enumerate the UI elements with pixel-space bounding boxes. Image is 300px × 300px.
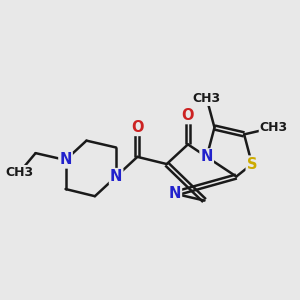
Text: CH3: CH3 [5,166,33,179]
Text: O: O [131,120,144,135]
Text: N: N [110,169,122,184]
Text: CH3: CH3 [260,121,288,134]
Text: O: O [182,108,194,123]
Text: N: N [200,149,213,164]
Text: N: N [59,152,72,167]
Text: N: N [169,186,181,201]
Text: CH3: CH3 [193,92,221,105]
Text: S: S [247,157,257,172]
